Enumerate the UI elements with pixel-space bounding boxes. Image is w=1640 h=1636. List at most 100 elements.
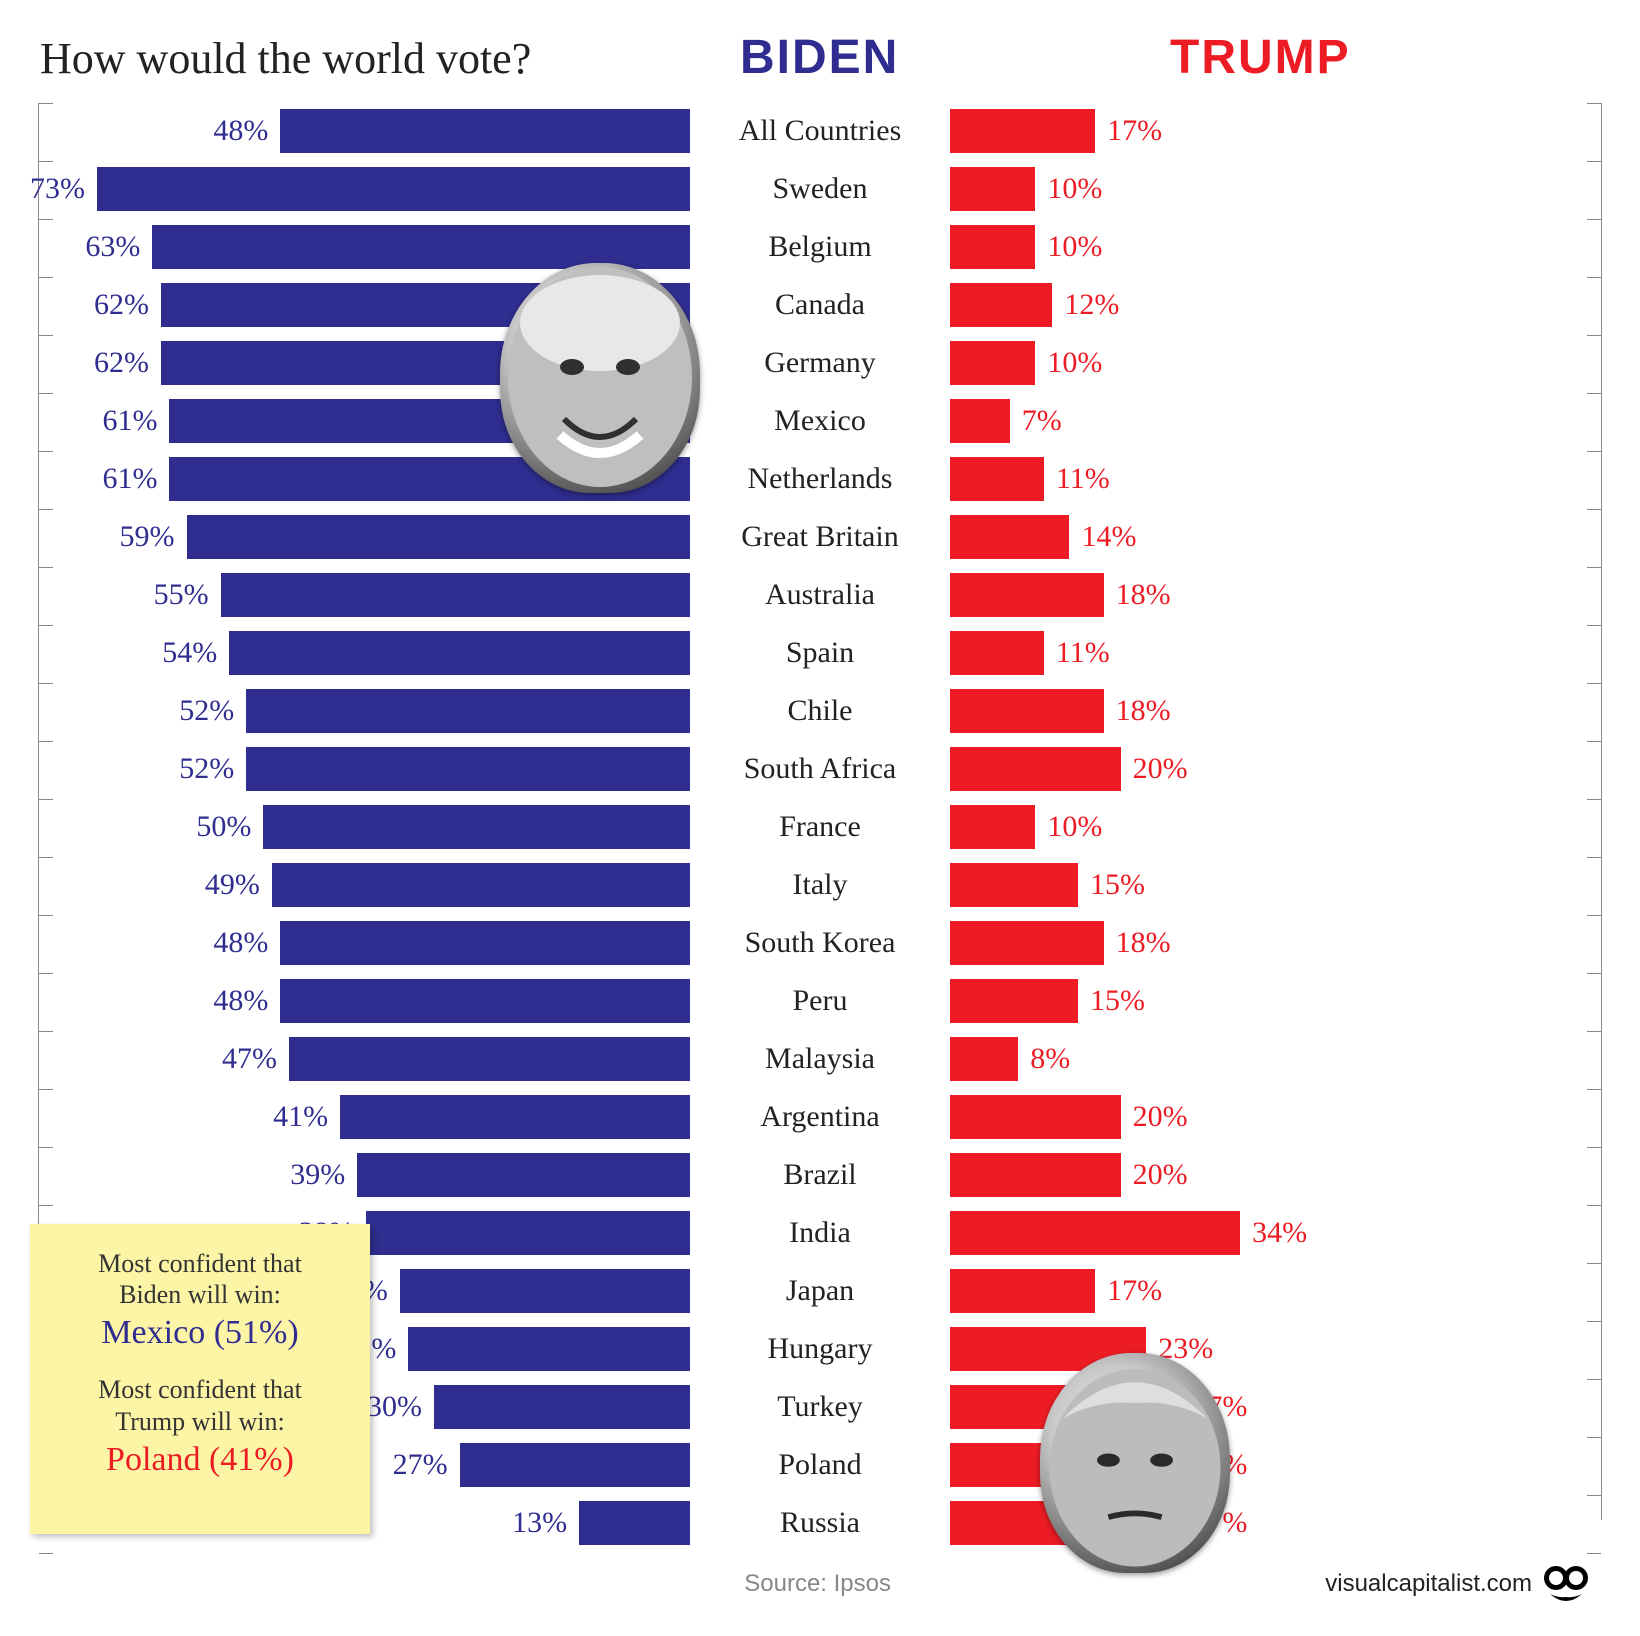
biden-value-label: 55% bbox=[154, 578, 209, 612]
chart-footer: Source: Ipsos visualcapitalist.com bbox=[30, 1564, 1610, 1604]
trump-bar bbox=[950, 747, 1121, 791]
brand-text: visualcapitalist.com bbox=[1325, 1570, 1532, 1598]
axis-tick bbox=[1587, 1553, 1601, 1554]
trump-bar bbox=[950, 1095, 1121, 1139]
chart-row: 52%South Africa20% bbox=[30, 741, 1610, 796]
biden-value-label: 62% bbox=[94, 288, 149, 322]
note-line: Most confident that bbox=[46, 1248, 354, 1279]
trump-value-label: 8% bbox=[1030, 1042, 1070, 1076]
trump-bar bbox=[950, 805, 1035, 849]
chart-row: 49%Italy15% bbox=[30, 857, 1610, 912]
country-label: Chile bbox=[690, 694, 950, 728]
biden-value-label: 13% bbox=[512, 1506, 567, 1540]
axis-tick bbox=[39, 1553, 53, 1554]
biden-portrait-icon bbox=[500, 263, 700, 493]
biden-value-label: 73% bbox=[30, 172, 85, 206]
trump-bar bbox=[950, 1269, 1095, 1313]
chart-row: 62% Canada 12% bbox=[30, 277, 1610, 332]
biden-bar bbox=[434, 1385, 690, 1429]
country-label: South Korea bbox=[690, 926, 950, 960]
biden-bar bbox=[340, 1095, 690, 1139]
trump-bar bbox=[950, 399, 1010, 443]
biden-bar bbox=[221, 573, 690, 617]
trump-bar bbox=[950, 109, 1095, 153]
biden-value-label: 52% bbox=[179, 752, 234, 786]
sticky-note: Most confident that Biden will win: Mexi… bbox=[30, 1224, 370, 1534]
country-label: Great Britain bbox=[690, 520, 950, 554]
trump-value-label: 12% bbox=[1064, 288, 1119, 322]
trump-value-label: 18% bbox=[1116, 578, 1171, 612]
country-label: Germany bbox=[690, 346, 950, 380]
biden-value-label: 48% bbox=[213, 926, 268, 960]
biden-bar bbox=[280, 921, 690, 965]
biden-value-label: 61% bbox=[102, 404, 157, 438]
brand-logo-icon bbox=[1542, 1564, 1590, 1604]
biden-value-label: 49% bbox=[205, 868, 260, 902]
trump-bar bbox=[950, 1037, 1018, 1081]
biden-value-label: 48% bbox=[213, 984, 268, 1018]
trump-value-label: 10% bbox=[1047, 346, 1102, 380]
biden-bar bbox=[187, 515, 690, 559]
trump-value-label: 15% bbox=[1090, 984, 1145, 1018]
trump-bar bbox=[950, 167, 1035, 211]
country-label: Netherlands bbox=[690, 462, 950, 496]
country-label: Russia bbox=[690, 1506, 950, 1540]
country-label: Turkey bbox=[690, 1390, 950, 1424]
biden-value-label: 30% bbox=[367, 1390, 422, 1424]
trump-bar bbox=[950, 631, 1044, 675]
biden-bar bbox=[97, 167, 690, 211]
country-label: Canada bbox=[690, 288, 950, 322]
country-label: Spain bbox=[690, 636, 950, 670]
chart-row: 48% Peru 15% bbox=[30, 973, 1610, 1028]
biden-bar bbox=[263, 805, 690, 849]
biden-bar bbox=[229, 631, 690, 675]
chart-header: How would the world vote? BIDEN TRUMP bbox=[30, 30, 1610, 85]
trump-bar bbox=[950, 1211, 1240, 1255]
chart-row: 54% Spain 11% bbox=[30, 625, 1610, 680]
biden-bar bbox=[246, 747, 690, 791]
trump-value-label: 17% bbox=[1107, 114, 1162, 148]
country-label: Japan bbox=[690, 1274, 950, 1308]
trump-value-label: 20% bbox=[1133, 1100, 1188, 1134]
note-line: Trump will win: bbox=[46, 1406, 354, 1437]
trump-value-label: 10% bbox=[1047, 230, 1102, 264]
biden-bar bbox=[152, 225, 690, 269]
note-biden-country: Mexico (51%) bbox=[46, 1314, 354, 1352]
country-label: Malaysia bbox=[690, 1042, 950, 1076]
note-line: Most confident that bbox=[46, 1374, 354, 1405]
country-label: France bbox=[690, 810, 950, 844]
biden-bar bbox=[272, 863, 690, 907]
trump-portrait-icon bbox=[1040, 1353, 1230, 1573]
country-label: Belgium bbox=[690, 230, 950, 264]
trump-value-label: 20% bbox=[1133, 1158, 1188, 1192]
trump-value-label: 18% bbox=[1116, 694, 1171, 728]
country-label: Peru bbox=[690, 984, 950, 1018]
chart-row: 61% Netherlands 11% bbox=[30, 451, 1610, 506]
chart-title: How would the world vote? bbox=[40, 33, 740, 84]
biden-value-label: 61% bbox=[102, 462, 157, 496]
chart-row: 61%Mexico7% bbox=[30, 393, 1610, 448]
chart-row: 41%Argentina20% bbox=[30, 1089, 1610, 1144]
country-label: All Countries bbox=[690, 114, 950, 148]
trump-value-label: 11% bbox=[1056, 462, 1110, 496]
country-label: South Africa bbox=[690, 752, 950, 786]
trump-bar bbox=[950, 457, 1044, 501]
biden-bar bbox=[280, 979, 690, 1023]
chart-row: 62% Germany 10% bbox=[30, 335, 1610, 390]
trump-value-label: 7% bbox=[1022, 404, 1062, 438]
biden-bar bbox=[460, 1443, 690, 1487]
country-label: Hungary bbox=[690, 1332, 950, 1366]
biden-value-label: 62% bbox=[94, 346, 149, 380]
biden-value-label: 50% bbox=[196, 810, 251, 844]
trump-bar bbox=[950, 863, 1078, 907]
biden-bar bbox=[408, 1327, 690, 1371]
country-label: Brazil bbox=[690, 1158, 950, 1192]
trump-value-label: 11% bbox=[1056, 636, 1110, 670]
trump-bar bbox=[950, 515, 1069, 559]
trump-bar bbox=[950, 1153, 1121, 1197]
biden-value-label: 39% bbox=[290, 1158, 345, 1192]
biden-value-label: 63% bbox=[85, 230, 140, 264]
chart-row: 63% Belgium 10% bbox=[30, 219, 1610, 274]
biden-value-label: 54% bbox=[162, 636, 217, 670]
chart-row: 59%Great Britain14% bbox=[30, 509, 1610, 564]
